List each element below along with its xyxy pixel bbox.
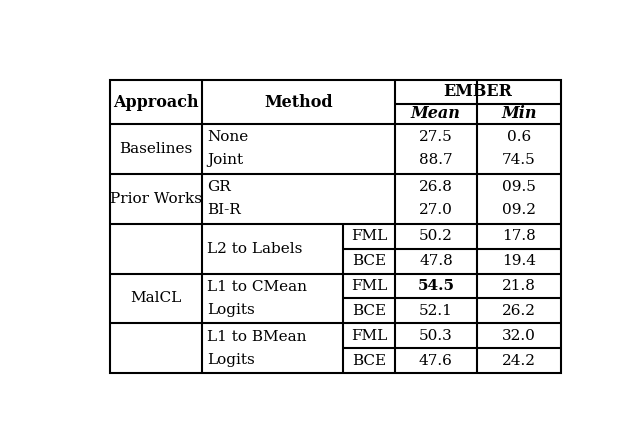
Text: 26.8: 26.8 (419, 180, 453, 194)
Text: 0.6: 0.6 (507, 131, 531, 145)
Text: EMBER: EMBER (444, 83, 513, 100)
Text: 47.8: 47.8 (419, 254, 452, 268)
Text: None: None (207, 131, 249, 145)
Text: Logits: Logits (207, 303, 255, 317)
Text: 32.0: 32.0 (502, 329, 536, 343)
Text: 09.5: 09.5 (502, 180, 536, 194)
Text: 26.2: 26.2 (502, 304, 536, 318)
Text: FML: FML (351, 279, 387, 293)
Text: FML: FML (351, 229, 387, 243)
Text: 17.8: 17.8 (502, 229, 536, 243)
Text: GR: GR (207, 180, 231, 194)
Text: BCE: BCE (352, 304, 386, 318)
Text: Method: Method (264, 93, 333, 110)
Text: L1 to BMean: L1 to BMean (207, 330, 307, 344)
Text: 09.2: 09.2 (502, 203, 536, 217)
Text: Baselines: Baselines (119, 142, 192, 156)
Text: 74.5: 74.5 (502, 154, 536, 168)
Text: 52.1: 52.1 (419, 304, 453, 318)
Text: L2 to Labels: L2 to Labels (207, 242, 303, 255)
Text: Mean: Mean (411, 105, 461, 122)
Text: 27.0: 27.0 (419, 203, 453, 217)
Text: 50.2: 50.2 (419, 229, 453, 243)
Text: FML: FML (351, 329, 387, 343)
Text: Approach: Approach (113, 93, 198, 110)
Text: 19.4: 19.4 (502, 254, 536, 268)
Text: 88.7: 88.7 (419, 154, 452, 168)
Text: Logits: Logits (207, 353, 255, 367)
Text: BCE: BCE (352, 254, 386, 268)
Text: 27.5: 27.5 (419, 131, 452, 145)
Text: Min: Min (501, 105, 537, 122)
Text: BCE: BCE (352, 354, 386, 368)
Text: BI-R: BI-R (207, 203, 241, 217)
Text: 54.5: 54.5 (417, 279, 454, 293)
Text: 24.2: 24.2 (502, 354, 536, 368)
Text: 21.8: 21.8 (502, 279, 536, 293)
Text: Prior Works: Prior Works (109, 192, 202, 206)
Text: 47.6: 47.6 (419, 354, 453, 368)
Text: 50.3: 50.3 (419, 329, 452, 343)
Text: L1 to CMean: L1 to CMean (207, 280, 307, 294)
Text: MalCL: MalCL (130, 291, 181, 305)
Text: Joint: Joint (207, 154, 244, 168)
